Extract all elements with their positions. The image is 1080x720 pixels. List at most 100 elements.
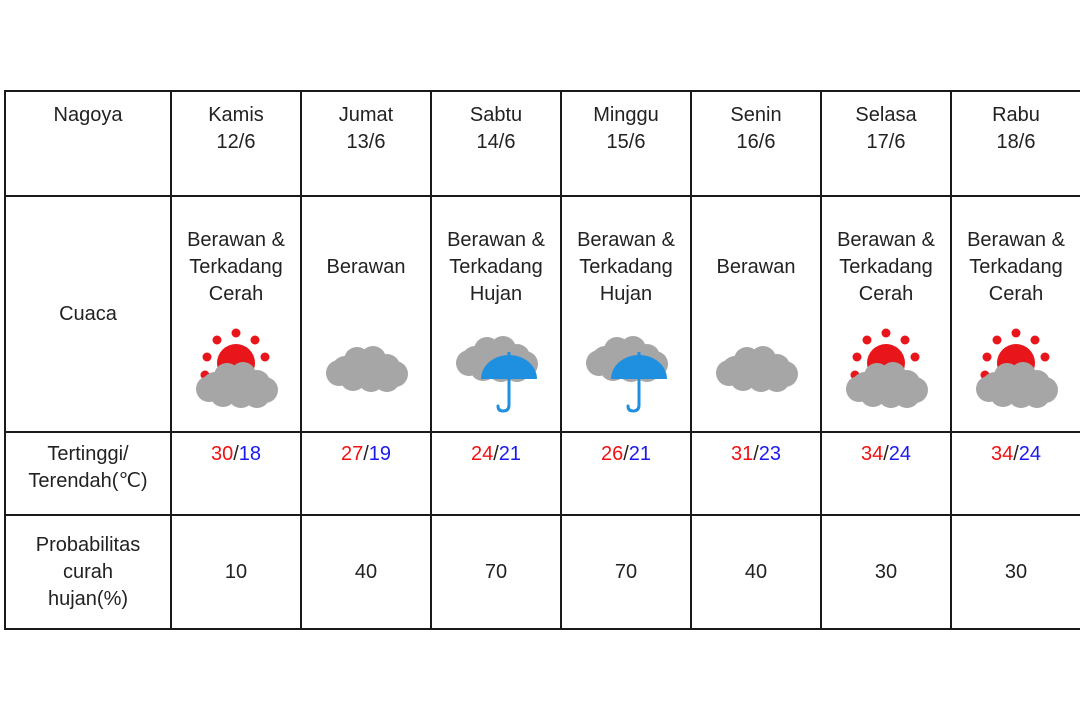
day-date: 18/6	[996, 131, 1036, 153]
rain-label-line: Probabilitas	[35, 533, 141, 556]
weather-cell: Berawan & Terkadang Hujan	[430, 195, 562, 433]
rain-label-line: hujan(%)	[47, 587, 129, 610]
day-header-rabu: Rabu 18/6	[950, 90, 1080, 197]
temperature-label-line: Terendah(℃)	[28, 470, 148, 492]
temperature-cell: 26/21	[560, 431, 692, 516]
day-date: 17/6	[866, 131, 906, 153]
weather-condition-text: Berawan & Terkadang Cerah	[187, 227, 285, 308]
weather-cell: Berawan & Terkadang Cerah	[950, 195, 1080, 433]
condition-line: Cerah	[858, 282, 914, 305]
weather-cell: Berawan & Terkadang Cerah	[820, 195, 952, 433]
day-header-jumat: Jumat 13/6	[300, 90, 432, 197]
high-temp: 31	[730, 443, 754, 465]
temp-separator: /	[233, 443, 239, 465]
low-temp: 21	[498, 443, 522, 465]
weather-row: Cuaca Berawan & Terkadang Cerah Berawan Bera…	[4, 195, 1080, 433]
condition-line: Berawan &	[447, 228, 545, 251]
condition-line: Terkadang	[189, 255, 283, 278]
cloud-umbrella-icon	[583, 327, 669, 413]
high-temp: 30	[210, 443, 234, 465]
low-temp: 18	[238, 443, 262, 465]
condition-line: Terkadang	[579, 255, 673, 278]
high-temp: 34	[860, 443, 884, 465]
rain-probability-cell: 70	[560, 514, 692, 630]
weather-cell: Berawan	[300, 195, 432, 433]
condition-line: Cerah	[988, 282, 1044, 305]
day-date: 16/6	[736, 131, 776, 153]
temp-separator: /	[493, 443, 499, 465]
city-name: Nagoya	[4, 90, 172, 197]
cloud-icon	[323, 327, 409, 413]
cloud-umbrella-icon	[453, 327, 539, 413]
low-temp: 21	[628, 443, 652, 465]
temp-separator: /	[883, 443, 889, 465]
temp-separator: /	[363, 443, 369, 465]
rain-probability-cell: 10	[170, 514, 302, 630]
day-header-senin: Senin 16/6	[690, 90, 822, 197]
day-name: Rabu	[992, 104, 1040, 126]
day-name: Kamis	[208, 104, 264, 126]
temperature-cell: 27/19	[300, 431, 432, 516]
day-name: Minggu	[593, 104, 659, 126]
low-temp: 23	[758, 443, 782, 465]
condition-line: Berawan &	[967, 228, 1065, 251]
day-header-kamis: Kamis 12/6	[170, 90, 302, 197]
rain-probability-cell: 30	[950, 514, 1080, 630]
sun-cloud-icon	[973, 327, 1059, 413]
day-date: 12/6	[216, 131, 256, 153]
temp-separator: /	[623, 443, 629, 465]
weather-condition: Berawan & Terkadang Hujan	[434, 219, 558, 315]
day-name: Sabtu	[469, 104, 523, 126]
weather-condition: Berawan & Terkadang Hujan	[564, 219, 688, 315]
weather-forecast-table: Nagoya Kamis 12/6 Jumat 13/6 Sabtu 14/6 Minggu…	[4, 90, 1080, 630]
condition-line: Cerah	[208, 282, 264, 305]
weather-condition: Berawan	[694, 219, 818, 315]
day-header-minggu: Minggu 15/6	[560, 90, 692, 197]
day-date: 13/6	[346, 131, 386, 153]
day-date: 15/6	[606, 131, 646, 153]
sun-cloud-icon	[193, 327, 279, 413]
rain-probability-cell: 40	[690, 514, 822, 630]
rain-probability-cell: 40	[300, 514, 432, 630]
weather-cell: Berawan & Terkadang Hujan	[560, 195, 692, 433]
temperature-row: Tertinggi/ Terendah(℃) 30/18 27/19 24/21 26…	[4, 431, 1080, 516]
temperature-cell: 31/23	[690, 431, 822, 516]
rain-probability-row-label: Probabilitas curah hujan(%)	[4, 514, 172, 630]
temp-separator: /	[1013, 443, 1019, 465]
high-temp: 24	[470, 443, 494, 465]
day-date: 14/6	[476, 131, 516, 153]
weather-condition-text: Berawan & Terkadang Hujan	[447, 227, 545, 308]
low-temp: 19	[368, 443, 392, 465]
condition-line: Berawan &	[577, 228, 675, 251]
weather-condition-text: Berawan & Terkadang Cerah	[837, 227, 935, 308]
condition-line: Terkadang	[969, 255, 1063, 278]
high-temp: 26	[600, 443, 624, 465]
rain-probability-row: Probabilitas curah hujan(%) 10 40 70 70 40 30…	[4, 514, 1080, 630]
temperature-row-label: Tertinggi/ Terendah(℃)	[4, 431, 172, 516]
high-temp: 27	[340, 443, 364, 465]
condition-line: Berawan	[716, 255, 796, 278]
rain-label-line: curah	[62, 560, 114, 583]
temperature-cell: 24/21	[430, 431, 562, 516]
temp-separator: /	[753, 443, 759, 465]
temperature-cell: 34/24	[950, 431, 1080, 516]
condition-line: Terkadang	[449, 255, 543, 278]
cloud-icon	[713, 327, 799, 413]
weather-condition: Berawan & Terkadang Cerah	[174, 219, 298, 315]
temperature-cell: 30/18	[170, 431, 302, 516]
condition-line: Terkadang	[839, 255, 933, 278]
condition-line: Berawan &	[187, 228, 285, 251]
temperature-label-line: Tertinggi/	[47, 443, 129, 465]
weather-condition: Berawan & Terkadang Cerah	[954, 219, 1078, 315]
weather-condition: Berawan & Terkadang Cerah	[824, 219, 948, 315]
condition-line: Hujan	[599, 282, 653, 305]
condition-line: Berawan	[326, 255, 406, 278]
header-row: Nagoya Kamis 12/6 Jumat 13/6 Sabtu 14/6 Minggu…	[4, 90, 1080, 197]
weather-condition-text: Berawan & Terkadang Hujan	[577, 227, 675, 308]
day-header-selasa: Selasa 17/6	[820, 90, 952, 197]
low-temp: 24	[1018, 443, 1042, 465]
day-name: Senin	[730, 104, 782, 126]
weather-row-label: Cuaca	[4, 195, 172, 433]
day-name: Selasa	[855, 104, 917, 126]
sun-cloud-icon	[843, 327, 929, 413]
